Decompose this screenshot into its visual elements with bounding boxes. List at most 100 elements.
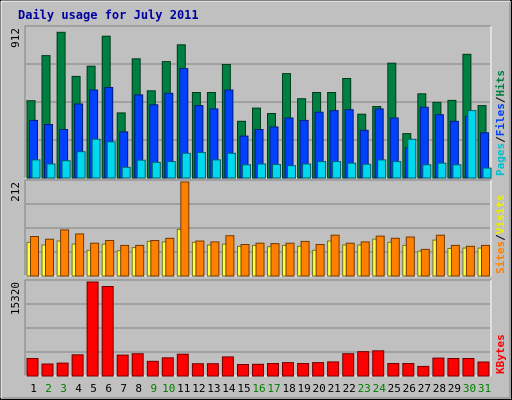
bar-kbytes-day-10	[161, 357, 174, 377]
x-tick-label-day-3: 3	[60, 382, 67, 395]
bar-pages-day-4	[76, 151, 86, 179]
legend-separator: /	[494, 234, 507, 241]
bar-pages-day-6	[106, 141, 116, 179]
bar-sites-day-1	[30, 236, 39, 277]
bar-kbytes-day-3	[56, 362, 69, 377]
bar-pages-day-25	[392, 161, 402, 179]
bar-kbytes-day-14	[221, 356, 234, 377]
bar-pages-day-19	[302, 163, 312, 179]
bars-hits-files-pages	[26, 31, 492, 179]
bar-kbytes-day-5	[86, 281, 99, 377]
bar-pages-day-10	[166, 161, 176, 179]
bar-pages-day-2	[46, 163, 56, 179]
bar-pages-day-21	[332, 161, 342, 179]
bar-sites-day-6	[105, 240, 115, 277]
bar-kbytes-day-25	[387, 363, 400, 377]
x-tick-label-day-12: 12	[192, 382, 205, 395]
bar-kbytes-day-7	[116, 354, 129, 377]
x-tick-label-day-17: 17	[267, 382, 280, 395]
bar-pages-day-3	[61, 160, 71, 179]
bar-kbytes-day-19	[297, 363, 310, 377]
bar-pages-day-11	[181, 152, 191, 179]
legend-entry: Visits	[494, 195, 507, 235]
legend-separator: /	[494, 96, 507, 103]
bar-kbytes-day-16	[252, 363, 264, 377]
bar-sites-day-31	[481, 244, 490, 277]
x-tick-label-day-7: 7	[120, 382, 127, 395]
bar-kbytes-day-26	[402, 363, 415, 377]
x-tick-label-day-15: 15	[237, 382, 250, 395]
bar-sites-day-25	[390, 237, 400, 277]
x-tick-label-day-9: 9	[150, 382, 157, 395]
bar-sites-day-8	[135, 244, 145, 277]
bar-pages-day-29	[452, 164, 462, 179]
bar-pages-day-12	[196, 152, 206, 179]
bar-kbytes-day-11	[176, 353, 189, 377]
bar-kbytes-day-13	[206, 363, 219, 377]
bar-pages-day-26	[407, 138, 417, 179]
bar-kbytes-day-27	[417, 365, 430, 377]
bar-sites-day-13	[210, 241, 220, 277]
bar-pages-day-14	[226, 152, 236, 179]
legend-entry: Files	[494, 103, 507, 136]
bars-visits-sites	[26, 181, 490, 277]
panel-legend: KBytes	[494, 334, 507, 374]
bar-pages-day-8	[136, 159, 146, 179]
bar-pages-day-24	[377, 159, 387, 179]
bar-kbytes-day-17	[267, 363, 279, 377]
bar-kbytes-day-9	[146, 360, 159, 377]
bar-kbytes-day-20	[312, 362, 325, 377]
bar-pages-day-31	[482, 167, 492, 179]
bar-pages-day-27	[422, 164, 432, 179]
bar-kbytes-day-12	[191, 363, 204, 377]
bar-kbytes-day-21	[327, 361, 340, 377]
chart-panels: 912Pages/Files/Hits212Sites/Visits15320K…	[9, 25, 507, 377]
x-tick-label-day-27: 27	[418, 382, 431, 395]
panel-legend: Pages/Files/Hits	[494, 70, 507, 176]
bar-sites-day-18	[285, 242, 295, 277]
bar-kbytes-day-22	[342, 353, 355, 377]
x-tick-label-day-23: 23	[358, 382, 371, 395]
x-tick-label-day-6: 6	[105, 382, 112, 395]
bar-pages-day-23	[362, 163, 372, 179]
bar-sites-day-9	[150, 240, 160, 277]
bar-pages-day-5	[91, 138, 101, 179]
bar-sites-day-27	[420, 248, 430, 277]
x-tick-label-day-2: 2	[45, 382, 52, 395]
panel-visits-sites: 212 Sites/Visits	[9, 179, 507, 277]
bar-kbytes-day-15	[237, 364, 249, 377]
x-tick-label-day-20: 20	[312, 382, 325, 395]
x-tick-label-day-8: 8	[135, 382, 142, 395]
bar-pages-day-28	[437, 162, 447, 179]
bar-kbytes-day-2	[41, 363, 54, 377]
x-tick-label-day-11: 11	[177, 382, 190, 395]
x-axis-day-labels: 1 2 3 4 5 6 7 8 9 10 11 12 13 14 15 16 17 18 19 20 21 22 23 24 2…	[30, 382, 491, 395]
bar-kbytes-day-24	[372, 350, 385, 377]
bar-sites-day-20	[315, 244, 325, 277]
x-tick-label-day-30: 30	[463, 382, 476, 395]
x-tick-label-day-1: 1	[30, 382, 37, 395]
bar-sites-day-24	[375, 235, 385, 277]
bar-pages-day-17	[272, 164, 281, 179]
x-tick-label-day-13: 13	[207, 382, 220, 395]
bar-sites-day-29	[450, 244, 460, 277]
bar-kbytes-day-29	[447, 358, 460, 377]
bar-pages-day-13	[211, 159, 221, 179]
bar-kbytes-day-1	[26, 358, 39, 377]
bar-sites-day-22	[345, 242, 355, 277]
bar-pages-day-1	[31, 159, 41, 179]
x-tick-label-day-14: 14	[222, 382, 236, 395]
legend-entry: Hits	[494, 70, 507, 97]
x-tick-label-day-26: 26	[403, 382, 416, 395]
x-tick-label-day-22: 22	[343, 382, 356, 395]
x-tick-label-day-21: 21	[328, 382, 341, 395]
x-tick-label-day-25: 25	[388, 382, 401, 395]
bar-sites-day-12	[195, 240, 205, 277]
x-tick-label-day-4: 4	[75, 382, 82, 395]
bar-sites-day-16	[255, 242, 265, 277]
bars-kbytes	[26, 281, 490, 377]
bar-pages-day-16	[257, 163, 266, 179]
x-tick-label-day-16: 16	[252, 382, 265, 395]
